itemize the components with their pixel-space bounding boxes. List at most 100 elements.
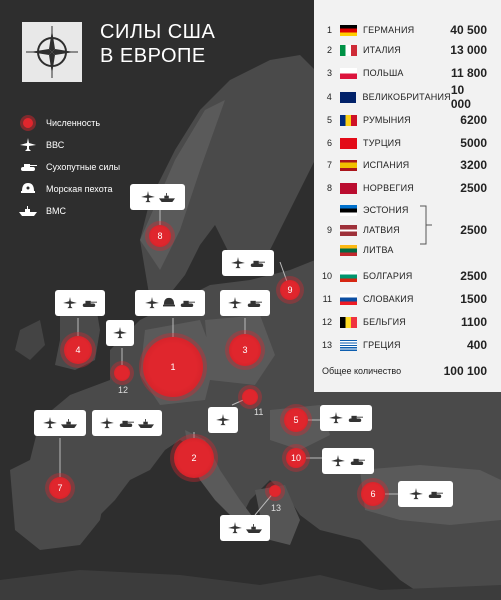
tank-icon (428, 491, 443, 498)
forces-box-10 (322, 448, 374, 474)
marker-circle-1[interactable]: 1 (143, 337, 203, 397)
aircraft-icon (231, 257, 245, 269)
flag-estonia-icon (340, 204, 357, 216)
baltic-bracket (420, 205, 432, 245)
country-value: 1100 (460, 315, 487, 329)
forces-box-13 (220, 515, 270, 541)
table-row-germany: 1 ГЕРМАНИЯ 40 500 (314, 20, 501, 40)
marker-circle-4[interactable]: 4 (64, 336, 92, 364)
country-number: 5 (326, 115, 332, 125)
aircraft-icon (145, 297, 159, 309)
table-row-lithuania: ЛИТВА (314, 240, 501, 260)
table-row-belgium: 12 БЕЛЬГИЯ 1100 (314, 312, 501, 332)
aircraft-icon (63, 297, 77, 309)
legend-item-size: Численность (18, 112, 120, 134)
tank-icon (350, 458, 365, 465)
country-name: ЭСТОНИЯ (363, 205, 409, 215)
country-name: ЛАТВИЯ (363, 225, 400, 235)
aircraft-icon (216, 414, 230, 426)
country-value: 6200 (460, 113, 487, 127)
country-name: ИТАЛИЯ (363, 45, 401, 55)
ship-icon (138, 418, 154, 428)
forces-box-11 (208, 407, 238, 433)
legend-item-air: ВВС (18, 134, 120, 156)
aircraft-icon (228, 297, 242, 309)
marker-circle-7[interactable]: 7 (49, 477, 71, 499)
marine-helmet-icon (163, 297, 175, 307)
total-row: Общее количество 100 100 (314, 364, 501, 378)
marker-circle-13[interactable] (269, 485, 281, 497)
ship-icon (158, 192, 175, 202)
land-africa (0, 570, 501, 600)
nato-star-icon (26, 26, 78, 78)
marker-circle-12[interactable] (114, 365, 130, 381)
flag-germany-icon (340, 24, 357, 36)
nato-logo (22, 22, 82, 82)
flag-norway-icon (340, 182, 357, 194)
tank-icon (247, 300, 262, 307)
country-name: НОРВЕГИЯ (363, 183, 414, 193)
marker-circle-3[interactable]: 3 (229, 334, 261, 366)
legend-label: Численность (46, 118, 101, 128)
size-circle-icon (18, 115, 38, 131)
marker-circle-5[interactable]: 5 (284, 408, 308, 432)
flag-lithuania-icon (340, 244, 357, 256)
marker-circle-11[interactable] (242, 389, 258, 405)
marker-circle-9[interactable]: 9 (280, 280, 300, 300)
aircraft-icon (100, 417, 114, 429)
country-value: 40 500 (450, 23, 487, 37)
country-name: ПОЛЬША (363, 68, 404, 78)
flag-slovakia-icon (340, 293, 357, 305)
forces-box-5 (320, 405, 372, 431)
marker-circle-6[interactable]: 6 (361, 482, 385, 506)
legend-item-army: Сухопутные силы (18, 156, 120, 178)
ship-icon (61, 418, 77, 428)
country-number: 8 (326, 183, 332, 193)
total-value: 100 100 (443, 364, 487, 378)
marker-circle-2[interactable]: 2 (174, 438, 214, 478)
marker-circle-8[interactable]: 8 (149, 225, 171, 247)
flag-uk-icon (339, 91, 357, 103)
aircraft-icon (113, 327, 127, 339)
table-row-norway: 8 НОРВЕГИЯ 2500 (314, 178, 501, 198)
forces-table: 1 ГЕРМАНИЯ 40 500 2 ИТАЛИЯ 13 000 3 ПОЛЬША 11 80… (314, 0, 501, 392)
land-iberia (10, 455, 110, 550)
country-name: ВЕЛИКОБРИТАНИЯ (362, 92, 451, 102)
country-name: ГРЕЦИЯ (363, 340, 401, 350)
table-row-greece: 13 ГРЕЦИЯ 400 (314, 335, 501, 355)
flag-belgium-icon (340, 316, 357, 328)
flag-romania-icon (340, 114, 357, 126)
legend-label: Сухопутные силы (46, 162, 121, 172)
country-number: 13 (321, 340, 332, 350)
country-value: 1500 (460, 292, 487, 306)
country-value: 2500 (460, 223, 487, 237)
forces-box-6 (398, 481, 453, 507)
country-name: ГЕРМАНИЯ (363, 25, 415, 35)
legend-label: ВВС (46, 140, 65, 150)
country-value: 11 800 (450, 66, 487, 80)
ship-icon (18, 203, 38, 219)
country-name: РУМЫНИЯ (363, 115, 411, 125)
aircraft-icon (228, 522, 242, 534)
legend-label: Морская пехота (46, 184, 113, 194)
table-row-slovakia: 11 СЛОВАКИЯ 1500 (314, 289, 501, 309)
title-line-2: В ЕВРОПЕ (100, 45, 206, 67)
country-number: 11 (322, 294, 332, 304)
tank-icon (180, 300, 195, 307)
country-value: 10 000 (450, 83, 471, 111)
legend: Численность ВВС Сухопутные силы Морская … (18, 112, 120, 222)
forces-box-4 (55, 290, 105, 316)
table-row-romania: 5 РУМЫНИЯ 6200 (314, 110, 501, 130)
country-value: 5000 (460, 136, 487, 150)
country-value: 2500 (460, 269, 487, 283)
forces-box-1 (135, 290, 205, 316)
land-scandinavia (140, 55, 315, 300)
marker-circle-10[interactable]: 10 (286, 448, 306, 468)
forces-box-2 (92, 410, 162, 436)
legend-item-marines: Морская пехота (18, 178, 120, 200)
aircraft-icon (18, 137, 38, 153)
tank-icon (82, 300, 97, 307)
land-ireland (15, 320, 45, 360)
flag-spain-icon (340, 159, 357, 171)
country-name: ИСПАНИЯ (363, 160, 410, 170)
